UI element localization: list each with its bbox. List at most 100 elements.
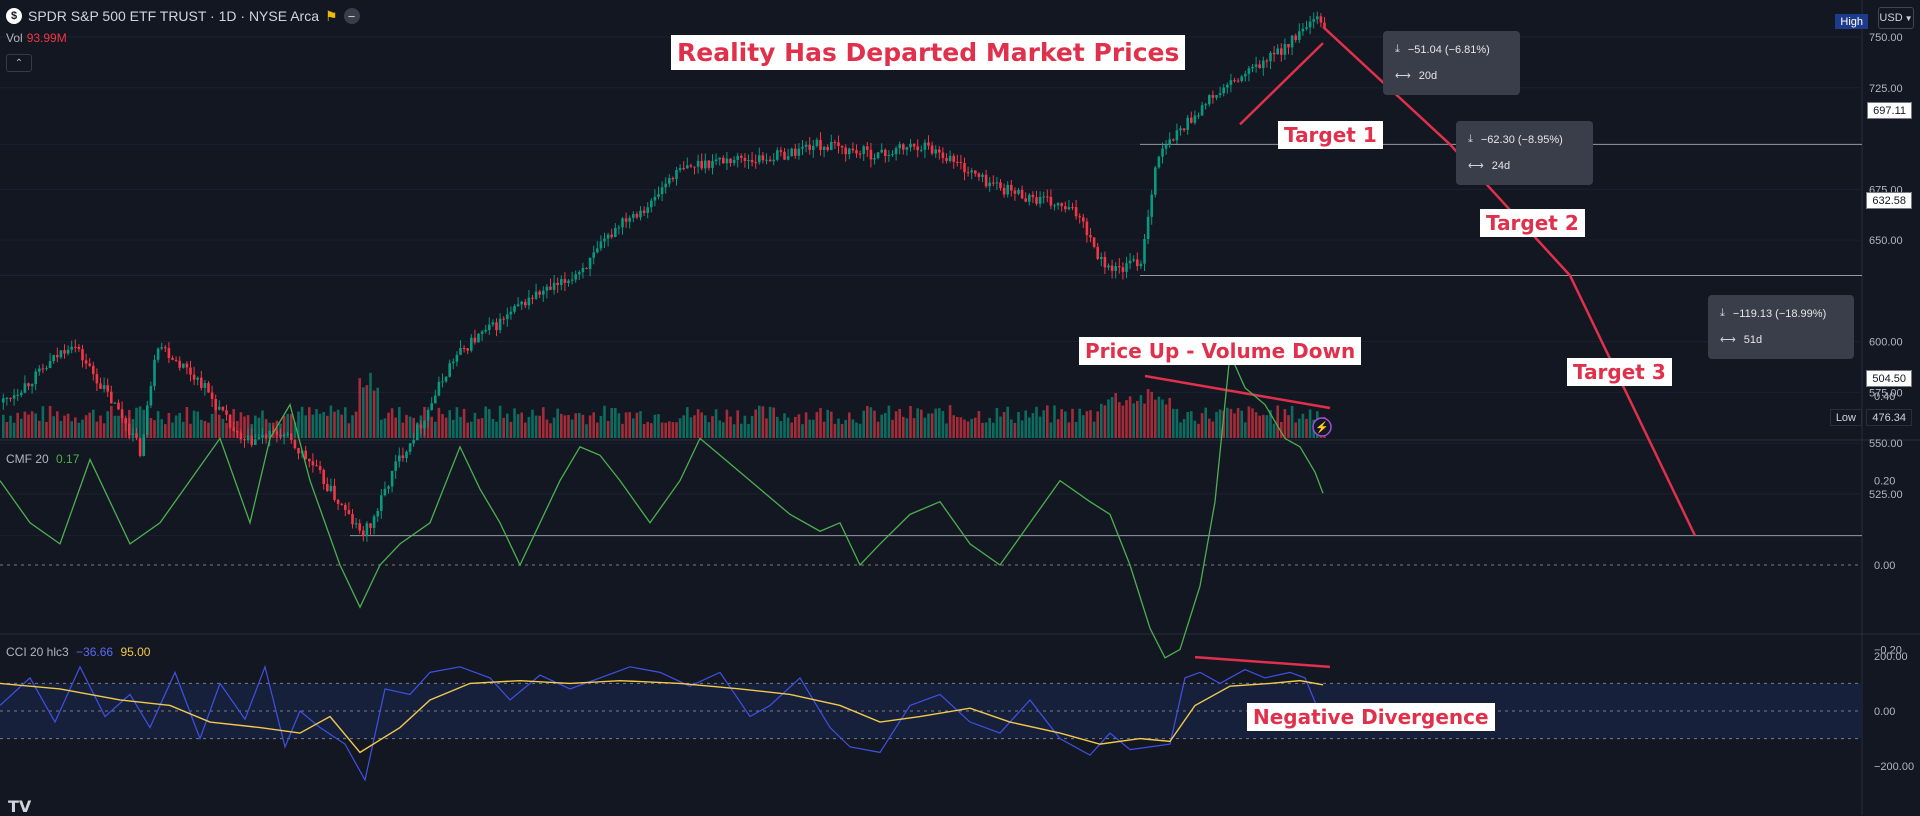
candle-body <box>1024 198 1027 202</box>
measure-box-1[interactable]: ⤓ −51.04 (−6.81%) ⟷ 20d <box>1383 31 1520 95</box>
candle-body <box>311 461 315 466</box>
target-projection-line[interactable] <box>1322 25 1697 537</box>
volume-bar <box>16 412 19 438</box>
hide-legend-button[interactable]: − <box>343 8 360 24</box>
volume-bar <box>167 412 171 438</box>
volume-bar <box>930 413 934 438</box>
volume-bar <box>1276 405 1279 438</box>
volume-bar <box>884 413 887 438</box>
candle-body <box>1146 216 1150 239</box>
candle-body <box>1103 256 1107 268</box>
volume-bar <box>815 412 819 438</box>
candle-body <box>815 139 819 146</box>
chart-title-annotation[interactable]: Reality Has Departed Market Prices <box>671 35 1186 70</box>
volume-bar <box>459 416 462 438</box>
candle-body <box>52 355 55 362</box>
volume-bar <box>873 410 876 438</box>
volume-bar <box>660 422 664 438</box>
target-2-label[interactable]: Target 2 <box>1480 209 1585 237</box>
candle-body <box>668 178 671 184</box>
volume-bar <box>1136 400 1139 438</box>
measure-box-3[interactable]: ⤓ −119.13 (−18.99%) ⟷ 51d <box>1708 295 1854 359</box>
candle-body <box>434 395 437 404</box>
measure-1-change: −51.04 (−6.81%) <box>1407 43 1490 56</box>
volume-bar <box>329 405 333 438</box>
cci-ma-line[interactable] <box>0 679 1324 754</box>
volume-bar <box>185 406 189 438</box>
target-3-label[interactable]: Target 3 <box>1567 358 1672 386</box>
volume-legend[interactable]: Vol 93.99M <box>6 31 67 45</box>
volume-bar <box>372 390 376 438</box>
candle-body <box>1244 73 1247 77</box>
divergence-line[interactable] <box>1194 655 1331 669</box>
volume-bar <box>1236 408 1240 438</box>
volume-bar <box>1244 422 1247 438</box>
volume-bar <box>822 421 826 438</box>
volume-bar <box>455 407 459 438</box>
cci-legend[interactable]: CCI 20 hlc3 −36.66 95.00 <box>6 645 150 659</box>
measure-box-2[interactable]: ⤓ −62.30 (−8.95%) ⟷ 24d <box>1456 121 1593 185</box>
volume-bar <box>488 409 491 438</box>
cmf-tick-label: 0.40 <box>1874 391 1895 403</box>
candle-body <box>470 337 473 351</box>
candle-body <box>1182 128 1186 131</box>
volume-bar <box>1074 421 1078 438</box>
volume-bar <box>689 417 693 438</box>
candle-body <box>736 155 739 160</box>
symbol-legend[interactable]: $ SPDR S&P 500 ETF TRUST · 1D · NYSE Arc… <box>6 6 360 26</box>
candle-body <box>858 153 862 155</box>
candle-body <box>1172 139 1175 141</box>
divergence-note-label[interactable]: Negative Divergence <box>1247 703 1495 731</box>
volume-bar <box>1031 413 1035 438</box>
volume-bar <box>34 413 37 438</box>
candle-body <box>383 488 387 496</box>
cci-line[interactable] <box>0 664 1324 782</box>
candle-body <box>452 361 455 364</box>
volume-bar <box>988 417 991 438</box>
candle-body <box>1290 35 1294 48</box>
candle-body <box>401 455 405 459</box>
candle-body <box>963 163 966 173</box>
volume-bar <box>513 408 516 438</box>
candle-body <box>581 267 585 273</box>
currency-select[interactable]: USD ▼ <box>1878 7 1914 29</box>
candle-body <box>1251 66 1254 69</box>
volume-bar <box>491 418 495 438</box>
bolt-icon[interactable] <box>1312 417 1332 437</box>
candle-body <box>1053 205 1056 207</box>
volume-bar <box>707 422 711 438</box>
volume-note-label[interactable]: Price Up - Volume Down <box>1079 337 1362 365</box>
cmf-line[interactable] <box>0 351 1324 659</box>
volume-bar <box>12 422 16 438</box>
flag-icon[interactable]: ⚑ <box>324 7 338 24</box>
candle-body <box>1276 48 1279 55</box>
volume-bar <box>758 405 761 438</box>
trend-line[interactable] <box>1239 42 1324 126</box>
candle-body <box>207 383 210 393</box>
tradingview-logo[interactable]: TV <box>8 797 32 816</box>
volume-bar <box>441 413 444 438</box>
candle-body <box>686 165 689 169</box>
volume-bar <box>203 421 207 438</box>
candle-body <box>527 297 531 306</box>
volume-bar <box>761 406 765 438</box>
candle-body <box>102 385 106 389</box>
candle-body <box>952 155 955 162</box>
volume-bar <box>650 423 653 438</box>
candle-body <box>977 173 981 177</box>
candle-body <box>1312 19 1315 22</box>
level-tag-632: 632.58 <box>1866 192 1912 209</box>
candle-body <box>92 365 95 375</box>
volume-bar <box>1143 403 1146 438</box>
volume-bar <box>581 414 585 438</box>
target-1-label[interactable]: Target 1 <box>1278 121 1383 149</box>
candle-body <box>354 523 358 525</box>
cmf-legend[interactable]: CMF 20 0.17 <box>6 452 79 466</box>
candle-body <box>1247 68 1251 74</box>
price-tick-label: 525.00 <box>1869 489 1903 501</box>
volume-trend-line[interactable] <box>1144 374 1331 410</box>
collapse-legend-button[interactable]: ⌃ <box>6 54 32 72</box>
volume-bar <box>174 415 178 438</box>
price-tick-label: 575.00 <box>1869 387 1903 399</box>
